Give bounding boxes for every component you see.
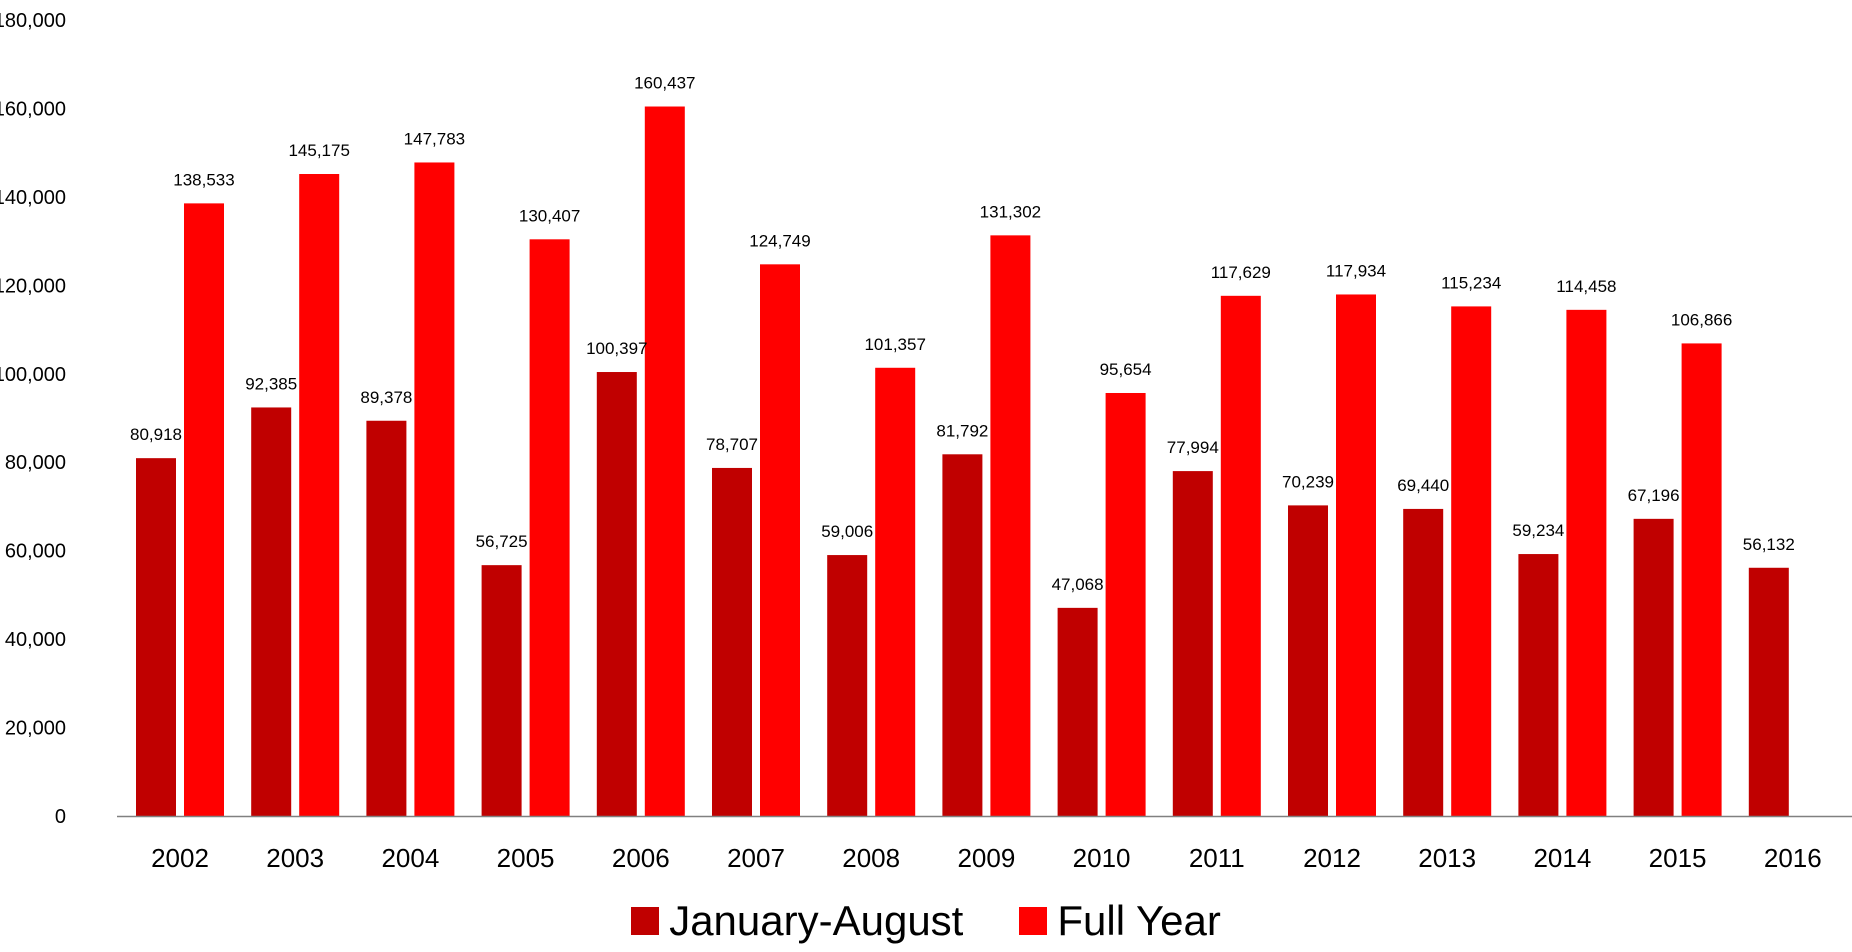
- x-axis-category-label: 2007: [727, 843, 785, 873]
- data-label-full-year-2015: 106,866: [1671, 310, 1732, 329]
- data-labels-group: 80,918 138,533 92,385 145,175 89,378 147,783 5…: [130, 74, 1795, 594]
- bar-january-august-2002: [136, 458, 176, 816]
- y-axis-tick-label: 20,000: [5, 718, 66, 740]
- bar-january-august-2016: [1748, 567, 1789, 816]
- x-axis-category-label: 2006: [612, 843, 670, 873]
- x-axis-category-label: 2005: [497, 843, 555, 873]
- bar-full-year-2015: [1681, 343, 1722, 816]
- x-axis-category-label: 2014: [1533, 843, 1591, 873]
- bar-full-year-2012: [1336, 294, 1376, 817]
- legend-label-full-year: Full Year: [1057, 897, 1221, 944]
- x-axis-category-label: 2015: [1649, 843, 1707, 873]
- data-label-full-year-2013: 115,234: [1441, 273, 1501, 292]
- bar-january-august-2010: [1057, 607, 1098, 816]
- x-axis-category-label: 2013: [1418, 843, 1476, 873]
- data-label-full-year-2011: 117,629: [1211, 263, 1271, 282]
- data-label-full-year-2005: 130,407: [519, 206, 580, 225]
- bar-chart: 0 20,000 40,000 60,000 80,000 100,000 120,000 1…: [0, 10, 1852, 873]
- y-axis-tick-label: 140,000: [0, 187, 66, 209]
- y-axis-tick-label: 120,000: [0, 275, 66, 297]
- data-label-january-august-2003: 92,385: [245, 374, 297, 393]
- bar-full-year-2014: [1566, 309, 1607, 816]
- legend-swatch-january-august: [631, 907, 660, 935]
- data-label-full-year-2010: 95,654: [1100, 360, 1152, 379]
- bar-full-year-2008: [875, 367, 916, 816]
- y-axis-tick-label: 160,000: [0, 98, 66, 120]
- x-axis-category-label: 2010: [1073, 843, 1131, 873]
- x-axis-category-label: 2003: [266, 843, 324, 873]
- data-label-full-year-2014: 114,458: [1556, 277, 1616, 296]
- bar-full-year-2006: [644, 106, 685, 816]
- legend-swatch-full-year: [1019, 907, 1048, 935]
- data-label-full-year-2008: 101,357: [864, 335, 925, 354]
- bar-january-august-2015: [1633, 518, 1674, 816]
- bar-january-august-2009: [942, 454, 983, 816]
- bar-full-year-2007: [760, 264, 800, 816]
- data-label-full-year-2012: 117,934: [1326, 261, 1386, 280]
- data-label-january-august-2013: 69,440: [1397, 476, 1449, 495]
- data-label-january-august-2012: 70,239: [1282, 472, 1334, 491]
- legend-label-january-august: January-August: [669, 897, 964, 944]
- bar-full-year-2005: [529, 239, 570, 816]
- data-label-january-august-2011: 77,994: [1167, 438, 1219, 457]
- x-axis-category-label: 2008: [842, 843, 900, 873]
- x-axis-category-labels: 2002 2003 2004 2005 2006 2007 2008 2009 2010 2011…: [151, 843, 1822, 873]
- bars-group: [136, 106, 1789, 817]
- legend-item-full-year: Full Year: [1019, 897, 1221, 945]
- bar-full-year-2002: [184, 203, 224, 816]
- bar-full-year-2009: [990, 235, 1031, 816]
- bar-january-august-2008: [827, 555, 868, 816]
- bar-january-august-2004: [366, 420, 407, 816]
- legend-item-january-august: January-August: [631, 897, 963, 945]
- x-axis-category-label: 2016: [1764, 843, 1822, 873]
- x-axis-category-label: 2002: [151, 843, 209, 873]
- x-axis-category-label: 2012: [1303, 843, 1361, 873]
- data-label-full-year-2006: 160,437: [634, 74, 695, 93]
- data-label-january-august-2014: 59,234: [1512, 521, 1564, 540]
- data-label-full-year-2009: 131,302: [980, 202, 1041, 221]
- y-axis-tick-label: 0: [55, 806, 66, 828]
- x-axis-category-label: 2009: [957, 843, 1015, 873]
- y-axis-tick-label: 80,000: [5, 452, 66, 474]
- y-axis-tick-label: 60,000: [5, 541, 66, 563]
- y-axis-tick-label: 180,000: [0, 10, 66, 32]
- data-label-january-august-2009: 81,792: [936, 421, 988, 440]
- y-axis-tick-label: 40,000: [5, 629, 66, 651]
- bar-january-august-2014: [1518, 554, 1559, 816]
- data-label-january-august-2004: 89,378: [360, 388, 412, 407]
- data-label-january-august-2016: 56,132: [1743, 535, 1795, 554]
- bar-january-august-2011: [1172, 471, 1213, 816]
- x-axis-category-label: 2011: [1189, 843, 1245, 873]
- data-label-full-year-2007: 124,749: [749, 231, 810, 250]
- bar-january-august-2007: [712, 467, 752, 816]
- data-label-january-august-2005: 56,725: [476, 532, 528, 551]
- bar-full-year-2003: [299, 174, 340, 816]
- data-label-january-august-2010: 47,068: [1052, 575, 1104, 594]
- data-label-january-august-2015: 67,196: [1628, 486, 1680, 505]
- bar-january-august-2003: [251, 407, 292, 816]
- data-label-full-year-2003: 145,175: [288, 141, 349, 160]
- bar-full-year-2004: [414, 162, 455, 817]
- x-axis-category-label: 2004: [381, 843, 439, 873]
- bar-january-august-2005: [481, 565, 522, 816]
- bar-full-year-2013: [1451, 306, 1492, 816]
- bar-january-august-2006: [596, 372, 637, 816]
- bar-january-august-2013: [1403, 508, 1444, 816]
- bar-january-august-2012: [1288, 505, 1328, 816]
- data-label-january-august-2006: 100,397: [586, 339, 647, 358]
- legend: January-August Full Year: [0, 895, 1852, 947]
- bar-full-year-2010: [1105, 392, 1146, 816]
- data-label-full-year-2002: 138,533: [173, 170, 234, 189]
- bar-full-year-2011: [1220, 295, 1261, 816]
- data-label-full-year-2004: 147,783: [404, 129, 465, 148]
- data-label-january-august-2007: 78,707: [706, 435, 758, 454]
- data-label-january-august-2002: 80,918: [130, 425, 182, 444]
- y-axis-tick-label: 100,000: [0, 364, 66, 386]
- y-axis-tick-labels: 0 20,000 40,000 60,000 80,000 100,000 120,000 1…: [0, 10, 66, 828]
- data-label-january-august-2008: 59,006: [821, 522, 873, 541]
